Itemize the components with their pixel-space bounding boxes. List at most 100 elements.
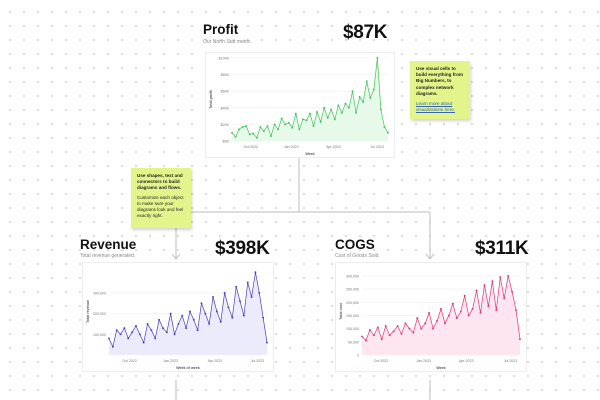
profit-point[interactable] xyxy=(316,111,319,113)
profit-point[interactable] xyxy=(376,57,379,59)
profit-point[interactable] xyxy=(379,108,382,111)
revenue-point[interactable] xyxy=(223,291,226,294)
profit-point[interactable] xyxy=(309,112,311,115)
revenue-point[interactable] xyxy=(150,329,153,332)
cogs-point[interactable] xyxy=(451,302,454,305)
revenue-point[interactable] xyxy=(254,271,257,274)
sticky-note-visual-cells[interactable]: Use visual cells to build everything fro… xyxy=(410,61,470,119)
cogs-point[interactable] xyxy=(483,284,486,287)
profit-point[interactable] xyxy=(259,125,262,128)
profit-point[interactable] xyxy=(319,120,322,123)
cogs-point[interactable] xyxy=(495,309,498,312)
profit-point[interactable] xyxy=(238,128,241,131)
revenue-point[interactable] xyxy=(177,322,180,325)
revenue-point[interactable] xyxy=(165,331,168,334)
revenue-point[interactable] xyxy=(262,316,265,319)
sticky-note-shapes[interactable]: Use shapes, text and connectors to build… xyxy=(131,168,191,228)
revenue-point[interactable] xyxy=(142,341,145,344)
profit-point[interactable] xyxy=(294,112,297,115)
profit-point[interactable] xyxy=(323,106,326,109)
revenue-point[interactable] xyxy=(250,296,253,298)
profit-point[interactable] xyxy=(231,131,233,134)
profit-point[interactable] xyxy=(245,125,248,128)
cogs-point[interactable] xyxy=(365,339,367,342)
profit-point[interactable] xyxy=(383,125,386,128)
profit-point[interactable] xyxy=(301,118,304,121)
revenue-point[interactable] xyxy=(169,312,172,315)
profit-point[interactable] xyxy=(333,118,336,121)
profit-point[interactable] xyxy=(365,80,368,83)
profit-point[interactable] xyxy=(248,133,251,136)
revenue-point[interactable] xyxy=(208,322,211,325)
cogs-point[interactable] xyxy=(428,311,431,314)
revenue-point[interactable] xyxy=(215,310,218,313)
profit-point[interactable] xyxy=(369,96,372,99)
cogs-point[interactable] xyxy=(463,294,466,297)
cogs-point[interactable] xyxy=(455,317,458,320)
cogs-point[interactable] xyxy=(507,274,510,277)
revenue-point[interactable] xyxy=(242,314,245,317)
cogs-point[interactable] xyxy=(416,317,419,320)
revenue-point[interactable] xyxy=(158,318,161,321)
profit-point[interactable] xyxy=(266,125,269,128)
profit-point[interactable] xyxy=(284,123,287,126)
cogs-point[interactable] xyxy=(459,310,462,313)
revenue-point[interactable] xyxy=(266,341,268,344)
profit-point[interactable] xyxy=(262,130,265,132)
revenue-point[interactable] xyxy=(181,314,184,317)
profit-point[interactable] xyxy=(312,125,315,128)
cogs-point[interactable] xyxy=(475,289,478,292)
cogs-point[interactable] xyxy=(396,325,399,327)
cogs-point[interactable] xyxy=(511,290,514,293)
profit-point[interactable] xyxy=(326,116,329,119)
note-visual-cells-link[interactable]: Learn more about visualizations here. xyxy=(416,100,456,113)
cogs-point[interactable] xyxy=(368,329,371,331)
cogs-point[interactable] xyxy=(388,334,391,337)
cogs-point[interactable] xyxy=(519,338,521,341)
revenue-point[interactable] xyxy=(138,333,141,336)
revenue-point[interactable] xyxy=(212,296,214,298)
cogs-point[interactable] xyxy=(361,335,363,338)
revenue-point[interactable] xyxy=(146,322,149,325)
cogs-point[interactable] xyxy=(487,305,490,308)
cogs-point[interactable] xyxy=(515,309,517,312)
cogs-point[interactable] xyxy=(372,334,375,337)
cogs-point[interactable] xyxy=(467,314,470,317)
profit-point[interactable] xyxy=(287,121,290,124)
revenue-point[interactable] xyxy=(108,337,110,340)
revenue-point[interactable] xyxy=(131,331,134,334)
profit-point[interactable] xyxy=(351,90,354,93)
revenue-point[interactable] xyxy=(154,337,157,340)
cogs-point[interactable] xyxy=(420,327,423,330)
revenue-point[interactable] xyxy=(185,327,188,330)
revenue-point[interactable] xyxy=(111,345,114,348)
cogs-point[interactable] xyxy=(432,327,435,330)
revenue-point[interactable] xyxy=(127,337,130,340)
cogs-point[interactable] xyxy=(408,327,411,330)
revenue-point[interactable] xyxy=(246,281,249,284)
revenue-point[interactable] xyxy=(135,325,137,327)
cogs-point[interactable] xyxy=(491,280,494,283)
revenue-point[interactable] xyxy=(123,327,126,330)
cogs-point[interactable] xyxy=(471,307,474,310)
cogs-point[interactable] xyxy=(424,322,427,325)
profit-point[interactable] xyxy=(255,136,258,139)
profit-point[interactable] xyxy=(387,131,389,134)
profit-point[interactable] xyxy=(355,111,358,114)
profit-point[interactable] xyxy=(358,96,361,98)
profit-point[interactable] xyxy=(362,101,365,103)
profit-chart[interactable]: $0K $20K $40K $60K $80K $100K Oct 2022 Jan 2023… xyxy=(205,52,395,158)
cogs-chart[interactable]: 0 50,000 100,000 150,000 200,000 250,000 300,0… xyxy=(335,262,527,372)
profit-point[interactable] xyxy=(340,111,343,114)
profit-point[interactable] xyxy=(280,117,283,120)
revenue-point[interactable] xyxy=(204,312,207,315)
revenue-point[interactable] xyxy=(258,291,261,294)
cogs-point[interactable] xyxy=(499,276,502,279)
profit-point[interactable] xyxy=(330,108,333,111)
revenue-point[interactable] xyxy=(196,329,199,332)
cogs-point[interactable] xyxy=(444,322,446,325)
cogs-point[interactable] xyxy=(404,322,407,325)
cogs-point[interactable] xyxy=(376,326,379,329)
revenue-point[interactable] xyxy=(188,310,191,313)
cogs-point[interactable] xyxy=(503,297,506,300)
